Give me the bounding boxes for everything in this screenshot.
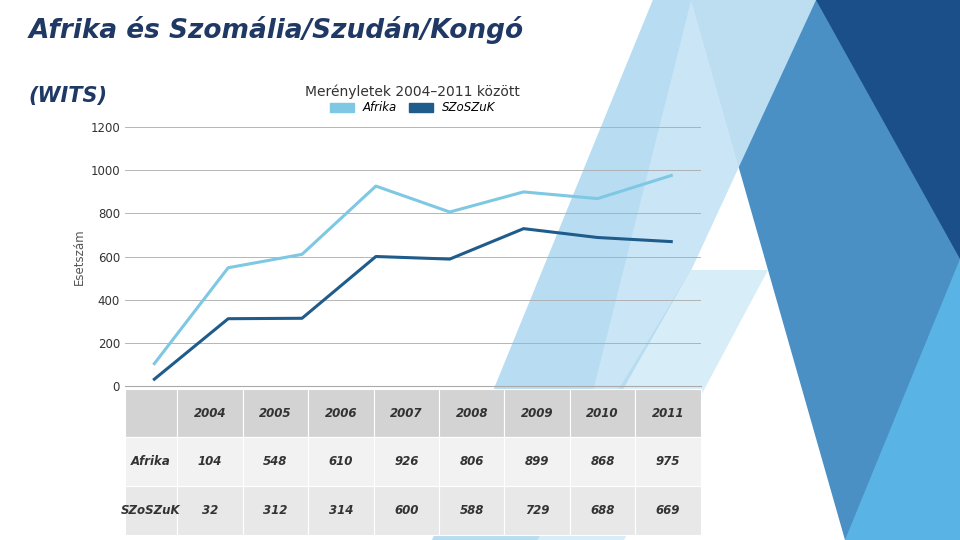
Polygon shape	[538, 270, 768, 540]
Bar	[178, 486, 243, 535]
Bar	[125, 437, 178, 486]
Bar	[636, 389, 701, 437]
Bar	[308, 389, 373, 437]
Text: 600: 600	[394, 504, 419, 517]
Text: 312: 312	[263, 504, 288, 517]
Bar	[439, 437, 504, 486]
Text: 2009: 2009	[521, 407, 553, 420]
Bar	[373, 486, 439, 535]
Text: 806: 806	[460, 455, 484, 468]
Bar	[243, 389, 308, 437]
Polygon shape	[845, 259, 960, 540]
Bar	[570, 486, 636, 535]
Bar	[308, 486, 373, 535]
Bar	[504, 437, 570, 486]
Text: 2004: 2004	[194, 407, 227, 420]
Bar	[178, 437, 243, 486]
Text: 2008: 2008	[455, 407, 488, 420]
Bar	[125, 389, 178, 437]
Polygon shape	[432, 0, 816, 540]
Text: 899: 899	[525, 455, 549, 468]
Text: 104: 104	[198, 455, 222, 468]
Bar	[570, 389, 636, 437]
Text: 926: 926	[394, 455, 419, 468]
Text: 610: 610	[328, 455, 353, 468]
Y-axis label: Esetszám: Esetszám	[73, 228, 86, 285]
Polygon shape	[691, 0, 960, 540]
Text: 729: 729	[525, 504, 549, 517]
Text: 2005: 2005	[259, 407, 292, 420]
Text: 2011: 2011	[652, 407, 684, 420]
Text: 669: 669	[656, 504, 681, 517]
Text: 548: 548	[263, 455, 288, 468]
Text: 868: 868	[590, 455, 614, 468]
Text: Afrika és Szomália/Szudán/Kongó: Afrika és Szomália/Szudán/Kongó	[29, 16, 524, 44]
Legend: Afrika, SZoSZuK: Afrika, SZoSZuK	[325, 97, 500, 119]
Title: Merényletek 2004–2011 között: Merényletek 2004–2011 között	[305, 85, 520, 99]
Text: 688: 688	[590, 504, 614, 517]
Text: SZoSZuK: SZoSZuK	[121, 504, 180, 517]
Bar	[178, 389, 243, 437]
Polygon shape	[816, 0, 960, 259]
Bar	[439, 389, 504, 437]
Text: 2006: 2006	[324, 407, 357, 420]
Bar	[308, 437, 373, 486]
Text: (WITS): (WITS)	[29, 86, 108, 106]
Bar	[504, 389, 570, 437]
Text: 2007: 2007	[390, 407, 422, 420]
Bar	[636, 486, 701, 535]
Bar	[570, 437, 636, 486]
Text: Afrika: Afrika	[132, 455, 171, 468]
Text: 588: 588	[460, 504, 484, 517]
Bar	[125, 486, 178, 535]
Bar	[636, 437, 701, 486]
Text: 314: 314	[328, 504, 353, 517]
Bar	[373, 389, 439, 437]
Bar	[243, 437, 308, 486]
Bar	[439, 486, 504, 535]
Text: 975: 975	[656, 455, 681, 468]
Text: 2010: 2010	[587, 407, 619, 420]
Text: 32: 32	[202, 504, 218, 517]
Bar	[243, 486, 308, 535]
Bar	[373, 437, 439, 486]
Bar	[504, 486, 570, 535]
Polygon shape	[576, 0, 816, 459]
